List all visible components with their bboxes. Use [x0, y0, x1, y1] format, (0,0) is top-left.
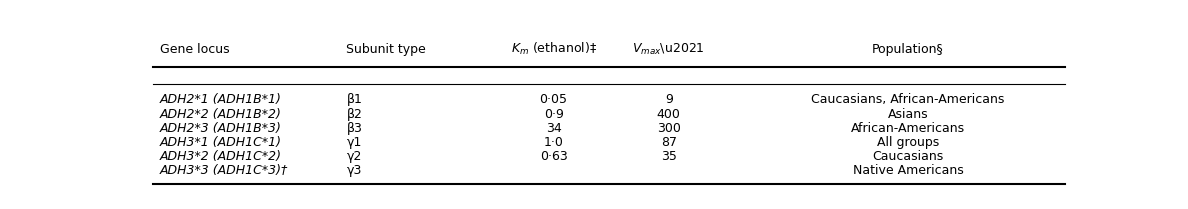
Text: 35: 35 — [661, 150, 677, 163]
Text: $V_{max}$\u2021: $V_{max}$\u2021 — [632, 42, 704, 57]
Text: β3: β3 — [347, 122, 362, 135]
Text: African-Americans: African-Americans — [851, 122, 965, 135]
Text: ADH3*2 (ADH1C*2): ADH3*2 (ADH1C*2) — [159, 150, 282, 163]
Text: Native Americans: Native Americans — [853, 164, 963, 177]
Text: 0·9: 0·9 — [544, 108, 563, 121]
Text: 87: 87 — [661, 136, 677, 149]
Text: γ2: γ2 — [347, 150, 362, 163]
Text: γ3: γ3 — [347, 164, 362, 177]
Text: $K_m$ (ethanol)‡: $K_m$ (ethanol)‡ — [511, 41, 596, 57]
Text: All groups: All groups — [877, 136, 940, 149]
Text: β1: β1 — [347, 93, 362, 106]
Text: Caucasians: Caucasians — [872, 150, 943, 163]
Text: 300: 300 — [657, 122, 681, 135]
Text: Gene locus: Gene locus — [159, 43, 229, 56]
Text: β2: β2 — [347, 108, 362, 121]
Text: Asians: Asians — [887, 108, 928, 121]
Text: 1·0: 1·0 — [544, 136, 563, 149]
Text: γ1: γ1 — [347, 136, 362, 149]
Text: 0·63: 0·63 — [539, 150, 568, 163]
Text: 0·05: 0·05 — [539, 93, 568, 106]
Text: Caucasians, African-Americans: Caucasians, African-Americans — [811, 93, 1005, 106]
Text: 400: 400 — [657, 108, 681, 121]
Text: ADH3*1 (ADH1C*1): ADH3*1 (ADH1C*1) — [159, 136, 282, 149]
Text: Subunit type: Subunit type — [347, 43, 426, 56]
Text: ADH2*3 (ADH1B*3): ADH2*3 (ADH1B*3) — [159, 122, 282, 135]
Text: ADH2*1 (ADH1B*1): ADH2*1 (ADH1B*1) — [159, 93, 282, 106]
Text: ADH2*2 (ADH1B*2): ADH2*2 (ADH1B*2) — [159, 108, 282, 121]
Text: ADH3*3 (ADH1C*3)†: ADH3*3 (ADH1C*3)† — [159, 164, 287, 177]
Text: 9: 9 — [665, 93, 672, 106]
Text: Population§: Population§ — [872, 43, 944, 56]
Text: 34: 34 — [545, 122, 562, 135]
